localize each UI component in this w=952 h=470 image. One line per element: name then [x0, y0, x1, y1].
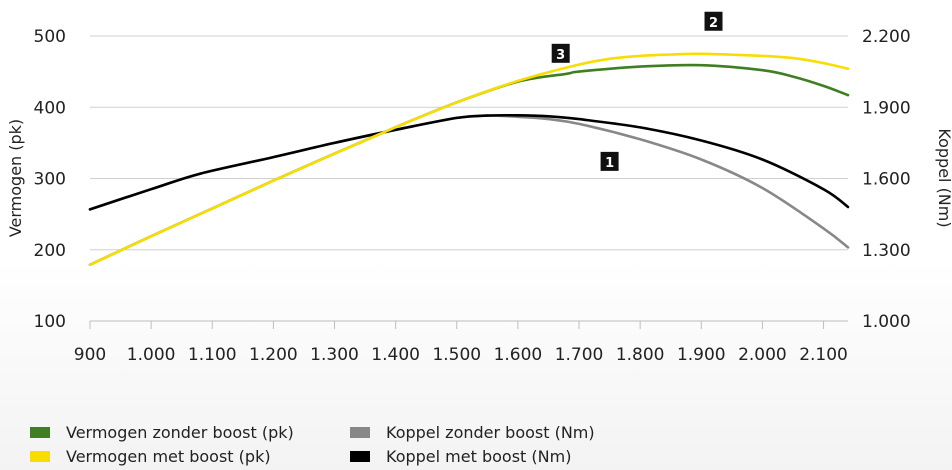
x-tick-label: 1.200 [249, 345, 298, 365]
legend-swatch [30, 426, 50, 438]
series-line-vermogen-met-boost-pk [88, 52, 850, 266]
y-axis-title-right: Koppel (Nm) [935, 128, 952, 227]
annotation-badge [551, 43, 570, 63]
y2-tick-label: 1.600 [862, 170, 911, 190]
annotation-badge [704, 11, 723, 31]
legend: Vermogen zonder boost (pk) Koppel zonder… [30, 422, 650, 466]
power-torque-chart: 900 1.000 1.100 1.200 1.300 1.400 1.500 1.600 1.… [6, 11, 952, 365]
x-tick-label: 1.100 [188, 345, 237, 365]
legend-item-vermogen-met-boost: Vermogen met boost (pk) [30, 446, 271, 466]
y-tick-label: 500 [34, 27, 66, 47]
legend-item-koppel-zonder-boost: Koppel zonder boost (Nm) [350, 422, 595, 442]
y2-tick-label: 1.300 [862, 241, 911, 261]
legend-swatch [30, 450, 50, 462]
x-tick-label: 1.800 [616, 345, 665, 365]
y2-tick-label: 2.200 [862, 27, 911, 47]
annotation-badge [600, 151, 619, 171]
legend-label: Koppel met boost (Nm) [386, 446, 572, 466]
annotations: 1 2 3 [551, 11, 723, 171]
x-tick-label: 1.600 [494, 345, 543, 365]
series-line-koppel-met-boost-nm [88, 113, 850, 211]
x-tick-label: 2.100 [799, 345, 848, 365]
y-tick-label: 400 [34, 98, 66, 118]
annotation-label: 1 [605, 156, 614, 171]
annotation-label: 2 [709, 16, 718, 31]
y-tick-label: 200 [34, 241, 66, 261]
x-tick-label: 2.000 [738, 345, 787, 365]
y-axis-right: 1.000 1.300 1.600 1.900 2.200 [862, 27, 911, 332]
legend-swatch [350, 426, 370, 438]
annotation-label: 3 [556, 48, 565, 63]
legend-swatch [350, 450, 370, 462]
y-axis-title-left: Vermogen (pk) [6, 119, 25, 237]
x-tick-label: 1.400 [371, 345, 420, 365]
x-tick-label: 1.000 [127, 345, 176, 365]
x-tick-label: 1.300 [310, 345, 359, 365]
series-line-koppel-zonder-boost-nm [88, 114, 850, 249]
series-lines [88, 52, 850, 266]
y-tick-label: 300 [34, 170, 66, 190]
y2-tick-label: 1.000 [862, 312, 911, 332]
y-axis-left: 100 200 300 400 500 [34, 27, 66, 332]
x-tick-label: 1.900 [677, 345, 726, 365]
y2-tick-label: 1.900 [862, 98, 911, 118]
x-tick-label: 1.700 [555, 345, 604, 365]
legend-item-koppel-met-boost: Koppel met boost (Nm) [350, 446, 571, 466]
gridlines [90, 35, 848, 251]
x-axis: 900 1.000 1.100 1.200 1.300 1.400 1.500 1.600 1.… [74, 320, 848, 365]
x-tick-label: 900 [74, 345, 106, 365]
legend-label: Vermogen met boost (pk) [66, 446, 271, 466]
legend-label: Vermogen zonder boost (pk) [66, 422, 294, 442]
x-tick-label: 1.500 [432, 345, 481, 365]
y-tick-label: 100 [34, 312, 66, 332]
series-line-vermogen-zonder-boost-pk [88, 63, 850, 266]
legend-item-vermogen-zonder-boost: Vermogen zonder boost (pk) [30, 422, 294, 442]
legend-label: Koppel zonder boost (Nm) [386, 422, 595, 442]
